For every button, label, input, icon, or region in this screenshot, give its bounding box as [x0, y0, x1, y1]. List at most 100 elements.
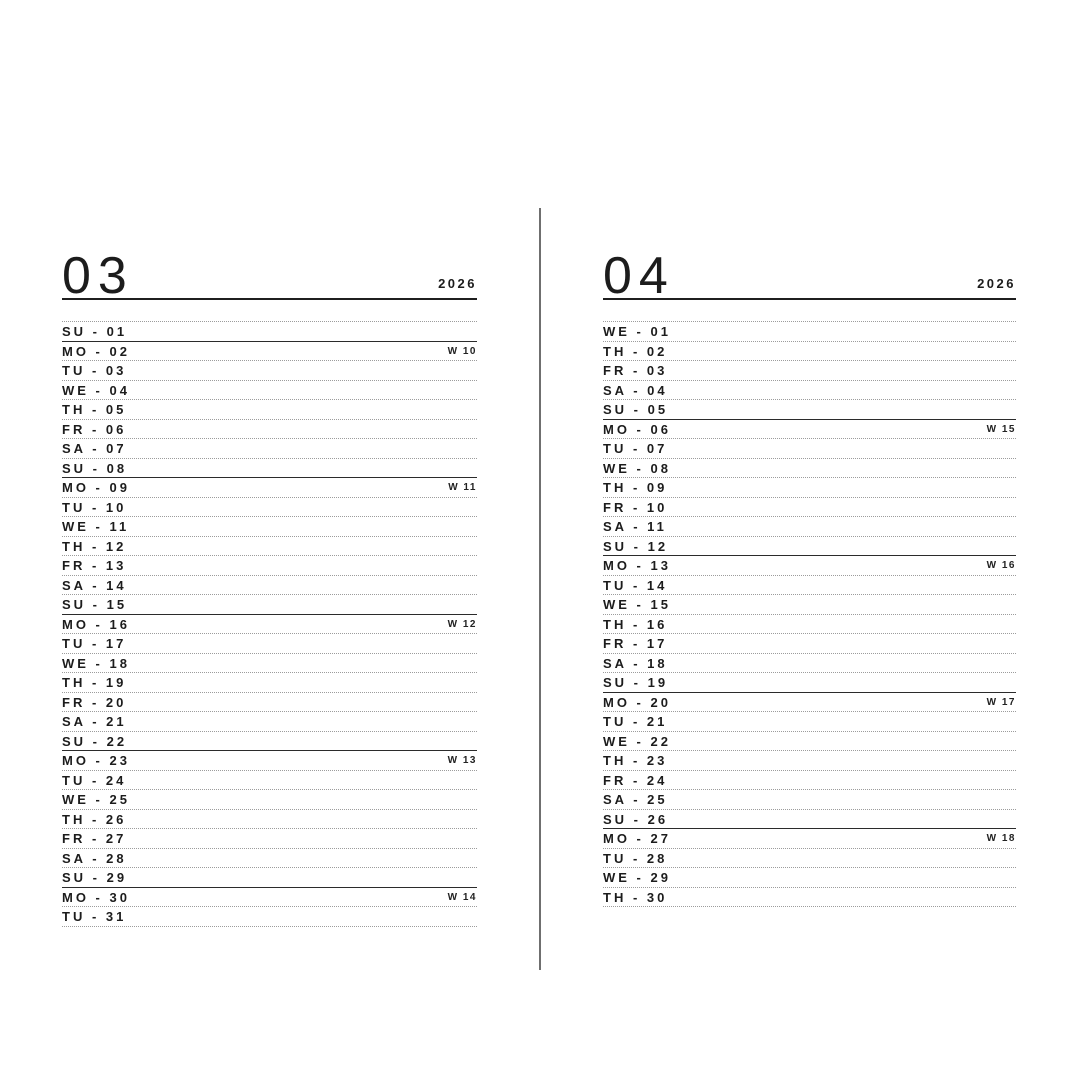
day-row: TH - 26	[62, 810, 477, 829]
day-label: FR - 24	[603, 772, 668, 788]
day-row: TH - 05	[62, 400, 477, 420]
day-rows: SU - 01 MO - 02 W 10 TU - 03 WE - 04 TH …	[62, 321, 477, 927]
week-number: W 13	[447, 755, 477, 767]
day-label: WE - 15	[603, 597, 671, 613]
day-label: FR - 13	[62, 558, 127, 574]
day-row: SA - 21	[62, 712, 477, 732]
day-label: TH - 09	[603, 480, 668, 496]
day-row: FR - 20	[62, 693, 477, 712]
day-row: WE - 08	[603, 459, 1016, 478]
day-label: TH - 30	[603, 889, 668, 905]
day-label: TH - 12	[62, 538, 127, 554]
day-label: FR - 17	[603, 636, 668, 652]
day-row: FR - 24	[603, 771, 1016, 790]
day-label: TH - 26	[62, 811, 127, 827]
day-row: SA - 14	[62, 576, 477, 595]
day-row: TU - 31	[62, 907, 477, 927]
day-label: SU - 19	[603, 675, 669, 691]
day-label: WE - 22	[603, 733, 671, 749]
day-label: SA - 28	[62, 850, 127, 866]
day-row: SU - 26	[603, 810, 1016, 829]
day-label: TU - 10	[62, 499, 127, 515]
week-number: W 18	[986, 833, 1016, 845]
day-row: TH - 09	[603, 478, 1016, 498]
day-row: SU - 12	[603, 537, 1016, 556]
day-row: MO - 20 W 17	[603, 693, 1016, 712]
day-row: TU - 17	[62, 634, 477, 654]
day-label: TU - 31	[62, 909, 127, 925]
day-label: TH - 05	[62, 402, 127, 418]
day-row: TU - 10	[62, 498, 477, 517]
day-row: SU - 01	[62, 322, 477, 342]
day-label: MO - 16	[62, 616, 130, 632]
day-label: WE - 04	[62, 382, 130, 398]
month-header: 04 2026	[603, 247, 1016, 302]
day-label: SA - 07	[62, 441, 127, 457]
month-year: 2026	[977, 276, 1016, 291]
day-row: WE - 11	[62, 517, 477, 537]
month-header: 03 2026	[62, 247, 477, 302]
day-row: MO - 27 W 18	[603, 829, 1016, 849]
day-label: TU - 28	[603, 850, 668, 866]
day-label: MO - 20	[603, 694, 671, 710]
month-page-april: 04 2026 WE - 01 TH - 02 FR - 03 SA - 04 …	[603, 247, 1016, 907]
day-row: SA - 25	[603, 790, 1016, 810]
day-label: WE - 18	[62, 655, 130, 671]
day-label: MO - 09	[62, 480, 130, 496]
day-row: TU - 28	[603, 849, 1016, 868]
day-label: SU - 22	[62, 733, 128, 749]
day-label: MO - 13	[603, 558, 671, 574]
page-divider-line	[539, 208, 541, 970]
day-row: WE - 25	[62, 790, 477, 810]
day-label: TH - 16	[603, 616, 668, 632]
day-row: TH - 02	[603, 342, 1016, 361]
day-row: FR - 10	[603, 498, 1016, 517]
day-row: MO - 30 W 14	[62, 888, 477, 907]
month-year: 2026	[438, 276, 477, 291]
day-row: MO - 02 W 10	[62, 342, 477, 361]
day-label: TH - 02	[603, 343, 668, 359]
day-row: WE - 15	[603, 595, 1016, 615]
day-row: SU - 22	[62, 732, 477, 751]
day-label: TU - 17	[62, 636, 127, 652]
day-label: SA - 25	[603, 792, 668, 808]
day-row: FR - 06	[62, 420, 477, 439]
day-label: SU - 05	[603, 402, 669, 418]
day-row: SU - 15	[62, 595, 477, 615]
day-label: MO - 27	[603, 831, 671, 847]
day-row: WE - 18	[62, 654, 477, 673]
day-label: TU - 14	[603, 577, 668, 593]
day-label: WE - 29	[603, 870, 671, 886]
day-row: SA - 07	[62, 439, 477, 459]
day-rows: WE - 01 TH - 02 FR - 03 SA - 04 SU - 05 …	[603, 321, 1016, 907]
day-label: MO - 06	[603, 421, 671, 437]
day-row: SU - 05	[603, 400, 1016, 420]
week-number: W 15	[986, 423, 1016, 435]
day-label: WE - 01	[603, 324, 671, 340]
day-label: TH - 23	[603, 753, 668, 769]
day-label: SA - 14	[62, 577, 127, 593]
day-row: TH - 12	[62, 537, 477, 556]
day-row: SU - 08	[62, 459, 477, 478]
day-label: SA - 04	[603, 382, 668, 398]
week-number: W 17	[986, 696, 1016, 708]
day-label: SU - 29	[62, 870, 128, 886]
day-row: SA - 04	[603, 381, 1016, 400]
day-row: MO - 16 W 12	[62, 615, 477, 634]
day-label: FR - 10	[603, 499, 668, 515]
day-label: SU - 12	[603, 538, 669, 554]
day-row: FR - 17	[603, 634, 1016, 654]
month-page-march: 03 2026 SU - 01 MO - 02 W 10 TU - 03 WE …	[62, 247, 477, 927]
day-label: SU - 08	[62, 460, 128, 476]
day-label: TU - 21	[603, 714, 668, 730]
day-row: SU - 29	[62, 868, 477, 888]
day-row: FR - 03	[603, 361, 1016, 381]
day-row: SA - 28	[62, 849, 477, 868]
day-row: WE - 04	[62, 381, 477, 400]
day-label: MO - 02	[62, 343, 130, 359]
week-number: W 11	[448, 482, 477, 494]
day-label: TU - 07	[603, 441, 668, 457]
day-row: MO - 13 W 16	[603, 556, 1016, 576]
day-row: WE - 01	[603, 322, 1016, 342]
